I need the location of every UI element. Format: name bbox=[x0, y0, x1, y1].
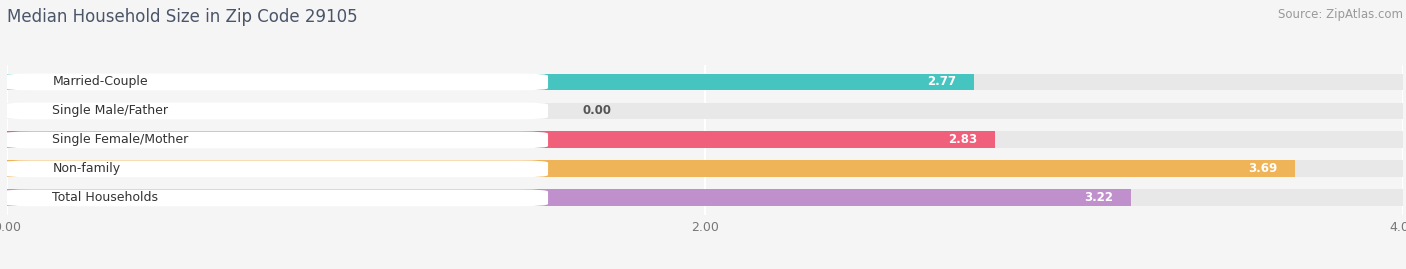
Bar bbox=[7, 132, 1403, 148]
Text: 2.83: 2.83 bbox=[948, 133, 977, 146]
Text: Non-family: Non-family bbox=[52, 162, 121, 175]
Bar bbox=[7, 102, 1403, 119]
Text: 0.00: 0.00 bbox=[583, 104, 612, 117]
Bar bbox=[7, 73, 1403, 90]
Text: Married-Couple: Married-Couple bbox=[52, 75, 148, 89]
Text: 2.77: 2.77 bbox=[928, 75, 956, 89]
FancyBboxPatch shape bbox=[4, 102, 548, 119]
Text: Single Female/Mother: Single Female/Mother bbox=[52, 133, 188, 146]
Bar bbox=[7, 160, 1403, 177]
FancyBboxPatch shape bbox=[4, 73, 548, 90]
Text: Source: ZipAtlas.com: Source: ZipAtlas.com bbox=[1278, 8, 1403, 21]
Bar bbox=[7, 132, 995, 148]
Bar bbox=[7, 160, 1295, 177]
Bar bbox=[7, 189, 1130, 206]
Text: 3.69: 3.69 bbox=[1249, 162, 1278, 175]
Text: Total Households: Total Households bbox=[52, 191, 159, 204]
Text: 3.22: 3.22 bbox=[1084, 191, 1114, 204]
Text: Median Household Size in Zip Code 29105: Median Household Size in Zip Code 29105 bbox=[7, 8, 357, 26]
Bar bbox=[7, 73, 974, 90]
FancyBboxPatch shape bbox=[4, 132, 548, 148]
FancyBboxPatch shape bbox=[4, 189, 548, 206]
FancyBboxPatch shape bbox=[4, 160, 548, 177]
Text: Single Male/Father: Single Male/Father bbox=[52, 104, 169, 117]
Bar bbox=[7, 189, 1403, 206]
